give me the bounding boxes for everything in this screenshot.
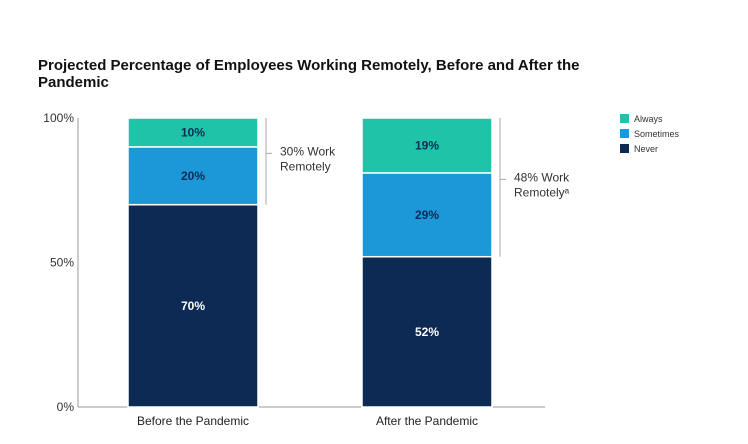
chart-title: Projected Percentage of Employees Workin… [38, 57, 580, 91]
annotation-text: 48% Work [514, 170, 570, 184]
bar-value-label: 10% [181, 125, 205, 139]
legend-swatch-always [620, 114, 629, 123]
bar-segment-never [361, 255, 493, 408]
x-category-label: After the Pandemic [376, 414, 478, 428]
bar-value-label: 70% [181, 299, 205, 313]
annotation-text: Remotelyᵃ [514, 185, 570, 199]
bar-segment-sometimes [361, 172, 493, 258]
annotation-text: 30% Work [280, 144, 336, 158]
y-tick-label: 50% [50, 256, 74, 270]
legend-label: Never [634, 144, 658, 154]
legend-swatch-sometimes [620, 129, 629, 138]
bar-segment-always [127, 117, 259, 148]
annotation-text: Remotely [280, 159, 331, 173]
bar-segment-always [361, 117, 493, 174]
bar-value-label: 52% [415, 325, 439, 339]
bar-value-label: 20% [181, 169, 205, 183]
bar-segment-never [127, 203, 259, 408]
legend-label: Sometimes [634, 129, 680, 139]
legend-swatch-never [620, 144, 629, 153]
x-category-label: Before the Pandemic [137, 414, 249, 428]
y-tick-label: 0% [57, 400, 75, 414]
bar-value-label: 29% [415, 208, 439, 222]
y-tick-label: 100% [43, 111, 74, 125]
bar-value-label: 19% [415, 138, 439, 152]
legend-label: Always [634, 114, 663, 124]
